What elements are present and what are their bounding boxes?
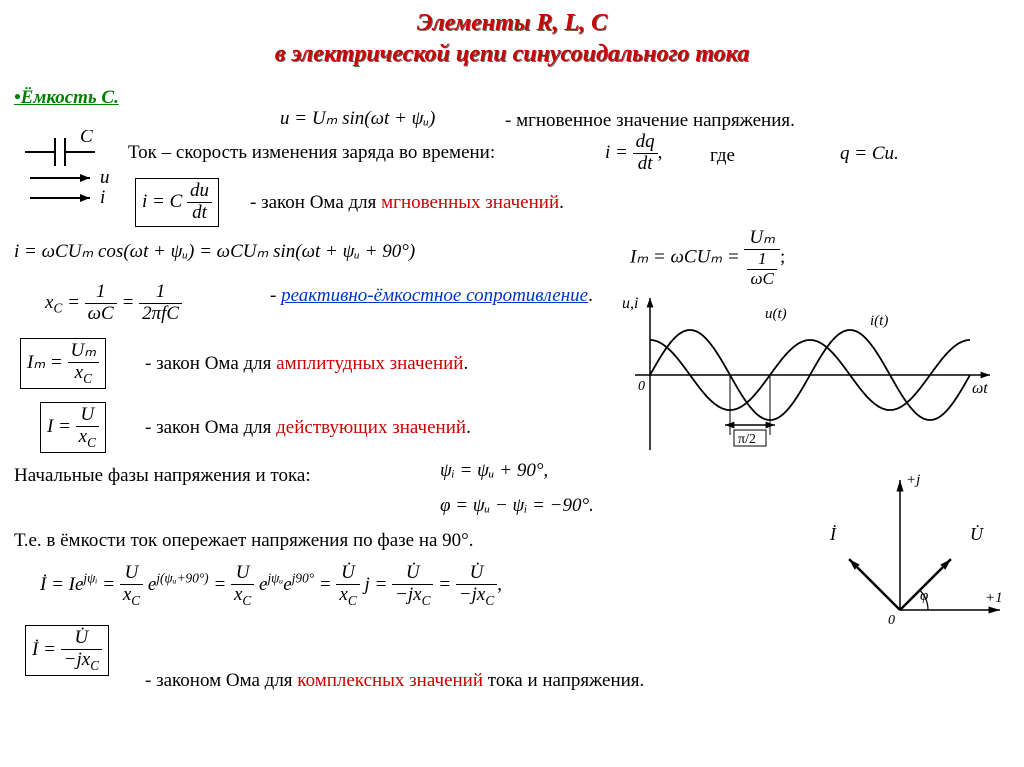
svg-text:u,i: u,i (622, 295, 638, 312)
title-line2: в электрической цепи синусоидального ток… (275, 41, 749, 67)
current-definition: Ток – скорость изменения заряда во време… (128, 142, 495, 164)
q-equation: q = Cu. (840, 143, 899, 165)
svg-text:i(t): i(t) (870, 313, 888, 329)
page-title: Элементы R, L, C в электрической цепи си… (0, 0, 1024, 70)
ohm-complex-box: İ = U̇−jxC (25, 625, 109, 676)
complex-chain: İ = Iejψᵢ = UxC ej(ψᵤ+90°) = UxC ejψᵤej9… (40, 563, 502, 608)
ohm-instantaneous-label: - закон Ома для мгновенных значений. (250, 192, 564, 214)
ohm-instantaneous-box: i = C dudt (135, 178, 219, 227)
svg-text:φ: φ (920, 588, 928, 604)
reactive-label: - реактивно-ёмкостное сопротивление. (270, 285, 593, 307)
phasor-diagram: +j +1 0 İ U̇ φ (800, 470, 1010, 640)
svg-text:0: 0 (888, 613, 895, 628)
ohm-amplitude-label: - закон Ома для амплитудных значений. (145, 353, 468, 375)
i-dqdt: i = dqdt, (605, 132, 662, 175)
cap-label-c: C (80, 130, 93, 147)
svg-text:+1: +1 (985, 590, 1003, 606)
svg-text:İ: İ (829, 524, 837, 544)
voltage-equation: u = Uₘ sin(ωt + ψᵤ) (280, 107, 435, 130)
svg-text:u(t): u(t) (765, 306, 787, 322)
svg-text:ωt: ωt (972, 380, 988, 397)
where-text: где (710, 145, 735, 167)
svg-text:i: i (100, 187, 105, 208)
svg-text:π/2: π/2 (738, 432, 756, 447)
title-line1: Элементы R, L, C (417, 10, 607, 36)
ohm-rms-label: - закон Ома для действующих значений. (145, 417, 471, 439)
xc-equation: xC = 1ωC = 12πfC (45, 282, 182, 325)
ohm-amplitude-box: Iₘ = UₘxC (20, 338, 106, 389)
current-expansion: i = ωCUₘ cos(ωt + ψᵤ) = ωCUₘ sin(ωt + ψᵤ… (14, 240, 415, 263)
waveform-graph: u,i ωt 0 u(t) i(t) π/2 (620, 290, 1000, 460)
ohm-rms-box: I = UxC (40, 402, 106, 453)
phi-equation: φ = ψᵤ − ψᵢ = −90°. (440, 495, 594, 517)
svg-text:+j: +j (906, 472, 920, 488)
section-heading: •Ёмкость С. (14, 87, 119, 109)
im-derivation: Iₘ = ωCUₘ = Uₘ 1ωC ; (630, 228, 785, 288)
phase-summary: Т.е. в ёмкости ток опережает напряжения … (14, 530, 474, 552)
voltage-label: - мгновенное значение напряжения. (505, 110, 795, 132)
svg-text:0: 0 (638, 379, 645, 394)
phase-intro: Начальные фазы напряжения и тока: (14, 465, 311, 487)
ohm-complex-label: - законом Ома для комплексных значений т… (145, 670, 644, 692)
capacitor-symbol: C u i (20, 130, 120, 210)
psi-i-equation: ψᵢ = ψᵤ + 90°, (440, 460, 548, 482)
svg-text:u: u (100, 167, 110, 188)
svg-text:U̇: U̇ (970, 523, 984, 544)
